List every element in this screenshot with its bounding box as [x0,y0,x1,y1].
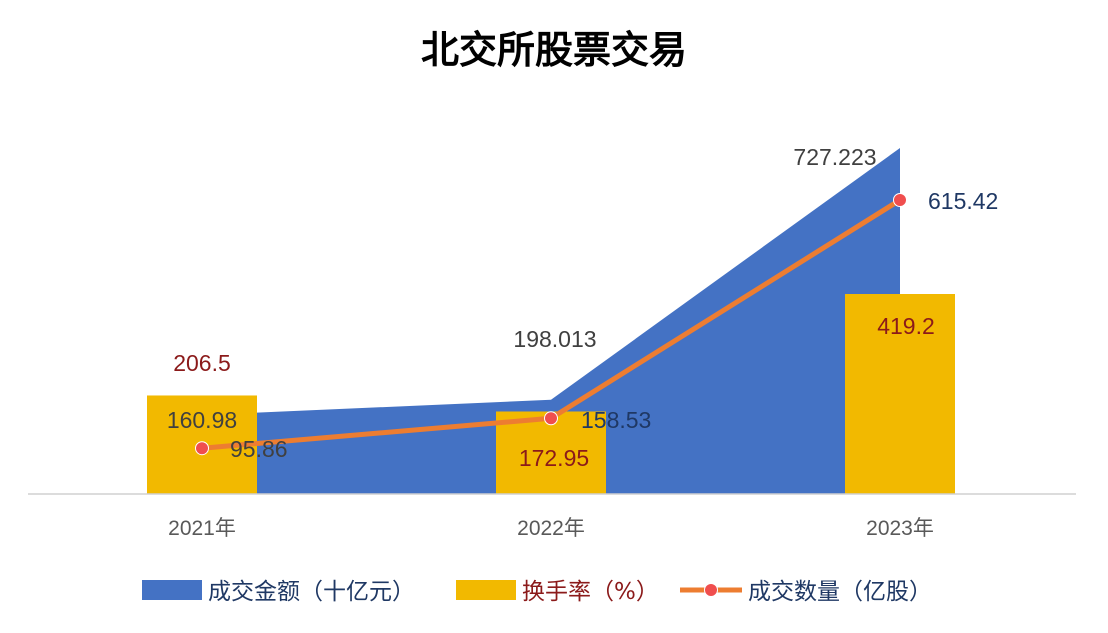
plot-area: 160.98 198.013 727.223 206.5 172.95 419.2 95.8… [28,144,1076,540]
volume-marker [195,441,209,456]
turnover-data-label: 419.2 [877,313,935,339]
turnover-data-label: 172.95 [519,445,589,471]
amount-data-label: 727.223 [793,144,876,170]
legend-label-amount: 成交金额（十亿元） [208,579,415,605]
volume-data-label: 158.53 [581,407,651,433]
chart-title: 北交所股票交易 [421,28,687,72]
legend-marker-volume [704,583,718,597]
x-tick-label: 2023年 [866,517,934,540]
volume-data-label: 615.42 [928,188,998,214]
legend-swatch-amount [142,580,202,600]
volume-marker [893,193,907,207]
legend: 成交金额（十亿元） 换手率（%） 成交数量（亿股） [142,579,932,605]
legend-label-volume: 成交数量（亿股） [748,579,932,605]
turnover-data-label: 206.5 [173,350,231,376]
amount-area [148,148,900,494]
volume-marker [544,411,558,426]
legend-swatch-turnover [456,580,516,600]
x-tick-label: 2022年 [517,517,585,540]
volume-data-label: 95.86 [230,436,288,462]
amount-data-label: 198.013 [513,326,596,352]
amount-data-label: 160.98 [167,407,237,433]
legend-label-turnover: 换手率（%） [522,579,659,605]
x-tick-label: 2021年 [168,517,236,540]
turnover-bar [845,294,955,494]
